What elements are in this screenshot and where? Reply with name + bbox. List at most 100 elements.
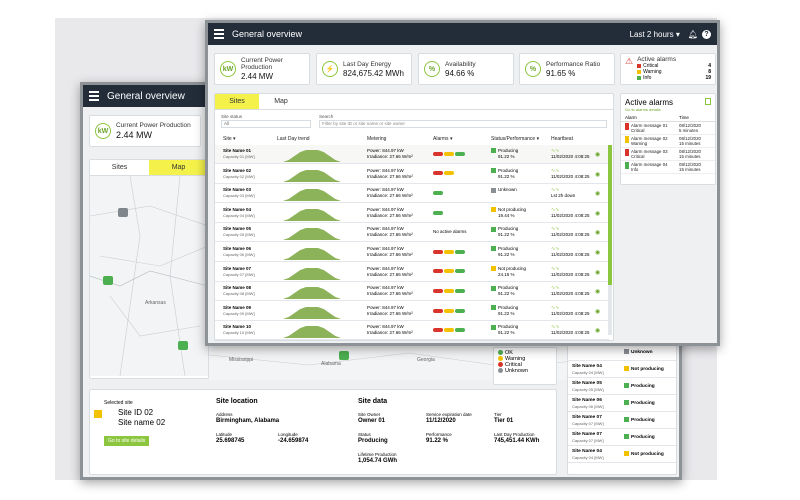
table-row[interactable]: Site Name 01 Capacity 01 [MW] Power: 844.9…: [215, 145, 609, 164]
alarm-date: 08/12/2020: [679, 123, 701, 128]
view-eye-icon[interactable]: ◉: [595, 210, 601, 217]
site-capacity: Capacity 07 [MW]: [572, 421, 604, 426]
alarm-pills[interactable]: [433, 249, 466, 255]
status-filter-select[interactable]: All: [221, 120, 311, 128]
alarm-severity-square: [625, 162, 629, 169]
back-tab-sites[interactable]: Sites: [111, 164, 128, 171]
view-eye-icon[interactable]: ◉: [595, 250, 601, 256]
table-row[interactable]: Site Name 04 Capacity 04 [MW] Power: 844.9…: [215, 203, 609, 223]
severity-name: Critical: [643, 63, 659, 69]
owner-label: Site Owner: [358, 412, 381, 417]
table-row[interactable]: Site Name 08 Capacity 08 [MW] Power: 844.9…: [215, 282, 609, 302]
column-header[interactable]: Heartbeat: [551, 136, 573, 142]
status-text: Not producing: [498, 265, 527, 271]
status-text: Producing: [631, 417, 655, 423]
tier-value: Tier 01: [494, 418, 514, 424]
site-list-item[interactable]: Site Name 04 Capacity 04 [MW] Not producin…: [568, 446, 676, 463]
table-row[interactable]: Site Name 07 Capacity 07 [MW] Power: 844.9…: [215, 262, 609, 282]
alarm-pills[interactable]: [433, 327, 466, 333]
menu-icon[interactable]: [89, 89, 99, 103]
scrollbar[interactable]: [608, 145, 612, 335]
table-row[interactable]: Site Name 02 Capacity 02 [MW] Power: 844.9…: [215, 164, 609, 184]
front-tab-sites[interactable]: Sites: [215, 94, 259, 109]
site-name: Site Name 04: [572, 449, 602, 454]
col-alarm[interactable]: Alarm: [625, 115, 637, 120]
table-row[interactable]: Site Name 09 Capacity 09 [MW] Power: 844.9…: [215, 301, 609, 321]
alarm-item[interactable]: Alarm message 03 Critical 08/12/2020 15 min…: [621, 148, 715, 161]
site-capacity: Capacity 09 [MW]: [223, 310, 255, 316]
status-square: [491, 187, 496, 193]
performance-label: Performance: [426, 432, 452, 437]
alarms-kpi-card[interactable]: ⚠ Active alarms Critical 4 Warning 8 Info 19: [620, 53, 716, 85]
alarms-details-link[interactable]: Go to alarms details: [625, 107, 661, 112]
site-list-item[interactable]: Site Name 04 Capacity 04 [MW] Not producin…: [568, 361, 676, 378]
alarm-pills[interactable]: [433, 210, 444, 216]
power-reading: Power: 844.97 kW: [367, 148, 404, 153]
col-time[interactable]: Time: [679, 115, 689, 120]
site-details-button[interactable]: Go to site details: [104, 436, 150, 446]
power-reading: Power: 844.97 kW: [367, 226, 404, 232]
trend-sparkline: [277, 189, 347, 202]
alarm-pills[interactable]: [433, 190, 444, 196]
time-range-select[interactable]: Last 2 hours ▾: [629, 29, 680, 39]
back-map-strip: Mississippi Alabama Georgia: [209, 345, 619, 380]
view-eye-icon[interactable]: ◉: [595, 269, 601, 276]
view-eye-icon[interactable]: ◉: [595, 289, 601, 296]
alarm-bell-icon[interactable]: 🔔︎: [687, 29, 698, 39]
heartbeat-icon: ∿∿: [551, 148, 560, 154]
column-header[interactable]: Alarms ▾: [433, 136, 453, 142]
site-list-item[interactable]: Site Name 07 Capacity 07 [MW] Producing: [568, 429, 676, 446]
column-header[interactable]: Site ▾: [223, 136, 236, 142]
irradiance-reading: Irradiance: 27.66 W/m²: [367, 173, 413, 179]
address-value: Birmingham, Alabama: [216, 418, 280, 424]
status-text: Producing: [631, 383, 655, 389]
site-name: Site Name 04: [572, 364, 602, 369]
table-row[interactable]: Site Name 05 Capacity 05 [MW] Power: 844.9…: [215, 223, 609, 243]
alarm-level: Info: [631, 167, 639, 172]
power-reading: Power: 844.97 kW: [367, 167, 404, 173]
map-marker-ok[interactable]: [339, 351, 349, 360]
view-eye-icon[interactable]: ◉: [595, 230, 601, 237]
column-header[interactable]: Status/Performance ▾: [491, 136, 540, 142]
map-marker-ok[interactable]: [178, 341, 188, 350]
column-header[interactable]: Last Day trend: [277, 136, 310, 142]
alarm-pills[interactable]: [433, 171, 455, 177]
back-tab-map[interactable]: Map: [149, 160, 208, 175]
kpi-card: ⚡ Last Day Energy 824,675.42 MWh: [316, 53, 412, 85]
alarm-pills[interactable]: [433, 308, 466, 314]
alarm-pills[interactable]: [433, 269, 466, 275]
view-eye-icon[interactable]: ◉: [595, 308, 601, 315]
view-eye-icon[interactable]: ◉: [595, 152, 601, 158]
view-eye-icon[interactable]: ◉: [595, 171, 601, 178]
site-list-item[interactable]: Unknown: [568, 344, 676, 361]
table-row[interactable]: Site Name 06 Capacity 06 [MW] Power: 844.9…: [215, 243, 609, 262]
help-icon[interactable]: ?: [702, 29, 711, 39]
menu-icon[interactable]: [214, 27, 224, 41]
map-marker-unknown[interactable]: [118, 208, 128, 217]
kpi-value: 2.44 MW: [241, 72, 274, 81]
irradiance-reading: Irradiance: 27.66 W/m²: [367, 252, 413, 257]
front-tab-map[interactable]: Map: [274, 98, 288, 105]
table-row[interactable]: Site Name 10 Capacity 10 [MW] Power: 844.9…: [215, 321, 609, 340]
alarm-item[interactable]: Alarm message 01 Critical 08/12/2020 5 minu…: [621, 122, 715, 135]
irradiance-reading: Irradiance: 27.66 W/m²: [367, 232, 413, 238]
alarm-item[interactable]: Alarm message 02 Warning 08/12/2020 15 minu…: [621, 135, 715, 148]
alarm-item[interactable]: Alarm message 04 Info 08/12/2020 15 minutes: [621, 161, 715, 174]
site-list-item[interactable]: Site Name 07 Capacity 07 [MW] Producing: [568, 412, 676, 429]
search-input[interactable]: Filter by site ID or site name or site o…: [319, 120, 607, 128]
expand-icon[interactable]: [705, 98, 711, 105]
site-list-item[interactable]: Site Name 05 Capacity 05 [MW] Producing: [568, 378, 676, 395]
column-header[interactable]: Metering: [367, 136, 387, 142]
heartbeat-time: 11/02/2020 4:08:25: [551, 212, 590, 218]
alarm-pills[interactable]: [433, 151, 466, 157]
map-marker-ok[interactable]: [103, 276, 113, 285]
view-eye-icon[interactable]: ◉: [595, 328, 601, 335]
back-map[interactable]: Arkansas: [90, 176, 209, 376]
site-capacity: Capacity 08 [MW]: [223, 291, 255, 297]
alarm-pills[interactable]: [433, 288, 466, 294]
table-row[interactable]: Site Name 03 Capacity 03 [MW] Power: 844.9…: [215, 184, 609, 204]
alarm-pills[interactable]: No active alarms: [433, 229, 467, 235]
site-list-item[interactable]: Site Name 06 Capacity 06 [MW] Producing: [568, 395, 676, 412]
alarms-kpi-label: Active alarms: [637, 56, 677, 63]
view-eye-icon[interactable]: ◉: [595, 191, 601, 198]
